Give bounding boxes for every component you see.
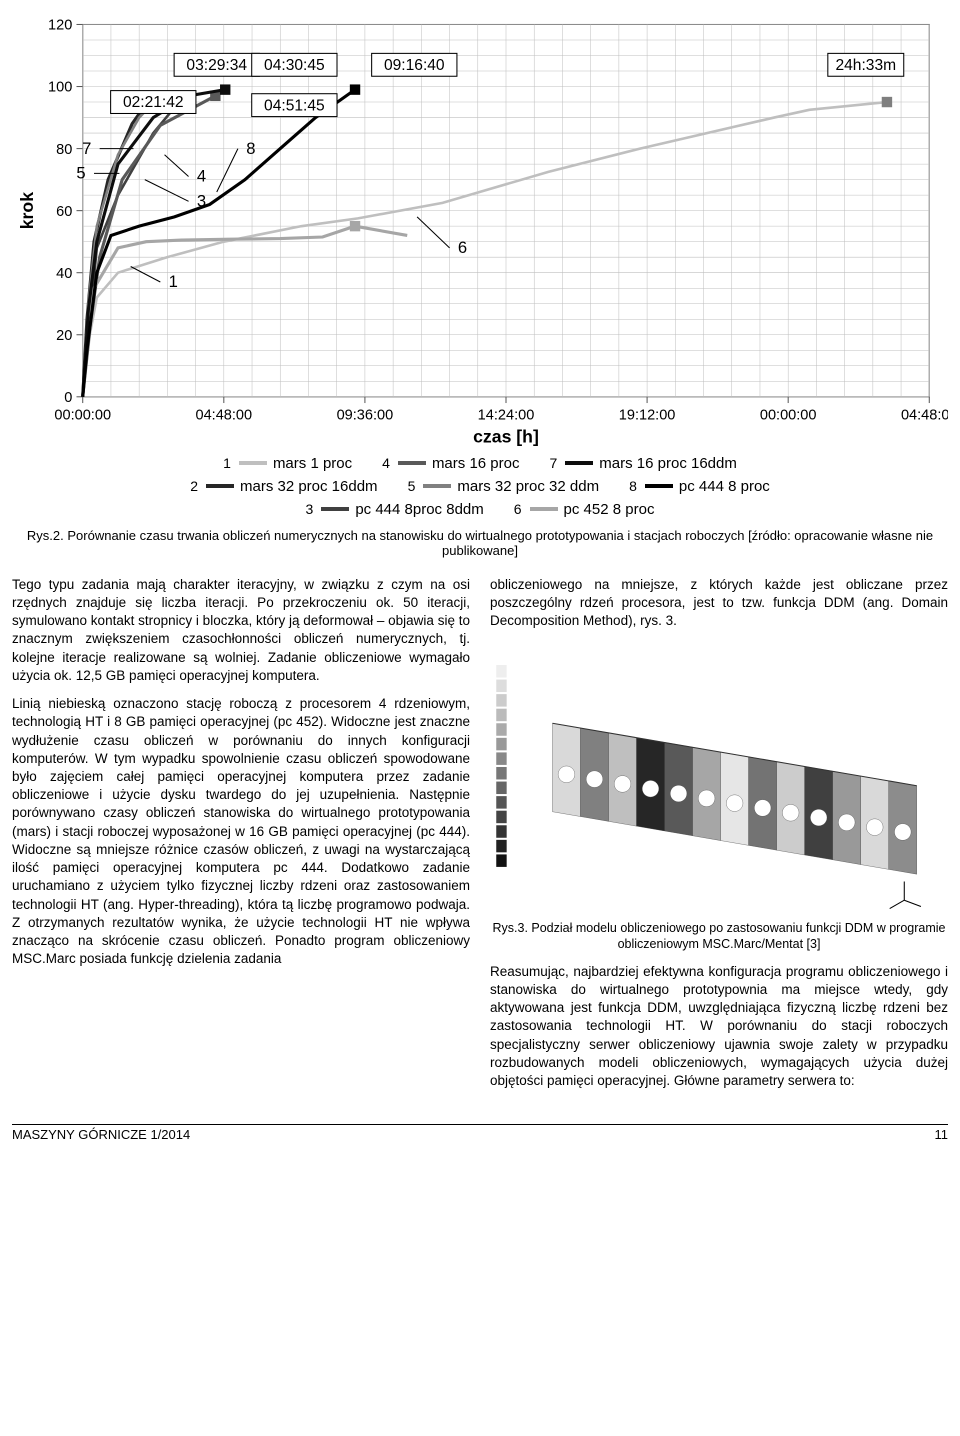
legend-item: 8 pc 444 8 proc [629,478,770,495]
svg-text:120: 120 [48,18,72,34]
legend-item: 7 mars 16 proc 16ddm [549,455,736,472]
svg-text:4: 4 [197,167,206,186]
svg-text:03:29:34: 03:29:34 [186,57,247,74]
legend-item: 6 pc 452 8 proc [514,501,655,518]
text-columns: Tego typu zadania mają charakter iteracy… [12,576,948,1100]
footer-right: 11 [935,1127,949,1142]
svg-text:60: 60 [56,204,72,220]
svg-text:3: 3 [197,192,206,211]
svg-text:04:48:00: 04:48:00 [901,408,948,424]
legend-item: 3 pc 444 8proc 8ddm [306,501,484,518]
left-column: Tego typu zadania mają charakter iteracy… [12,576,470,1100]
svg-text:04:30:45: 04:30:45 [264,57,325,74]
figure3: Rys.3. Podział modelu obliczeniowego po … [490,640,948,952]
figure2-caption: Rys.2. Porównanie czasu trwania obliczeń… [12,528,948,558]
legend-item: 1 mars 1 proc [223,455,352,472]
svg-text:04:48:00: 04:48:00 [196,408,253,424]
svg-text:02:21:42: 02:21:42 [123,94,184,111]
svg-text:04:51:45: 04:51:45 [264,97,325,114]
figure3-caption: Rys.3. Podział modelu obliczeniowego po … [490,921,948,952]
left-p1: Tego typu zadania mają charakter iteracy… [12,576,470,685]
svg-text:19:12:00: 19:12:00 [619,408,676,424]
chart-line: 00:00:00 04:48:00 09:36:00 14:24:00 19:12:00… [12,12,948,518]
svg-text:czas [h]: czas [h] [473,427,539,447]
svg-text:00:00:00: 00:00:00 [54,408,111,424]
chart-svg: 00:00:00 04:48:00 09:36:00 14:24:00 19:12:00… [12,12,948,449]
legend-item: 5 mars 32 proc 32 ddm [408,478,600,495]
svg-text:40: 40 [56,266,72,282]
page-footer: MASZYNY GÓRNICZE 1/2014 11 [12,1124,948,1142]
legend-item: 4 mars 16 proc [382,455,519,472]
svg-text:09:16:40: 09:16:40 [384,57,445,74]
svg-text:14:24:00: 14:24:00 [478,408,535,424]
svg-text:80: 80 [56,142,72,158]
svg-text:5: 5 [76,164,85,183]
svg-text:0: 0 [64,390,72,406]
svg-text:09:36:00: 09:36:00 [337,408,394,424]
svg-text:krok: krok [17,192,37,229]
svg-text:20: 20 [56,328,72,344]
svg-text:1: 1 [169,272,178,291]
footer-left: MASZYNY GÓRNICZE 1/2014 [12,1127,190,1142]
legend-item: 2 mars 32 proc 16ddm [190,478,377,495]
svg-text:24h:33m: 24h:33m [835,57,896,74]
right-column: obliczeniowego na mniejsze, z których ka… [490,576,948,1100]
chart-legend: 1 mars 1 proc 4 mars 16 proc 7 mars 16 p… [12,455,948,518]
left-p2: Linią niebieską oznaczono stację roboczą… [12,695,470,968]
svg-text:00:00:00: 00:00:00 [760,408,817,424]
right-p2: Reasumując, najbardziej efektywna konfig… [490,963,948,1091]
svg-text:7: 7 [82,139,91,158]
svg-text:6: 6 [458,238,467,257]
svg-text:8: 8 [246,139,255,158]
svg-text:100: 100 [48,80,72,96]
figure3-svg [490,640,948,921]
right-p1: obliczeniowego na mniejsze, z których ka… [490,576,948,631]
